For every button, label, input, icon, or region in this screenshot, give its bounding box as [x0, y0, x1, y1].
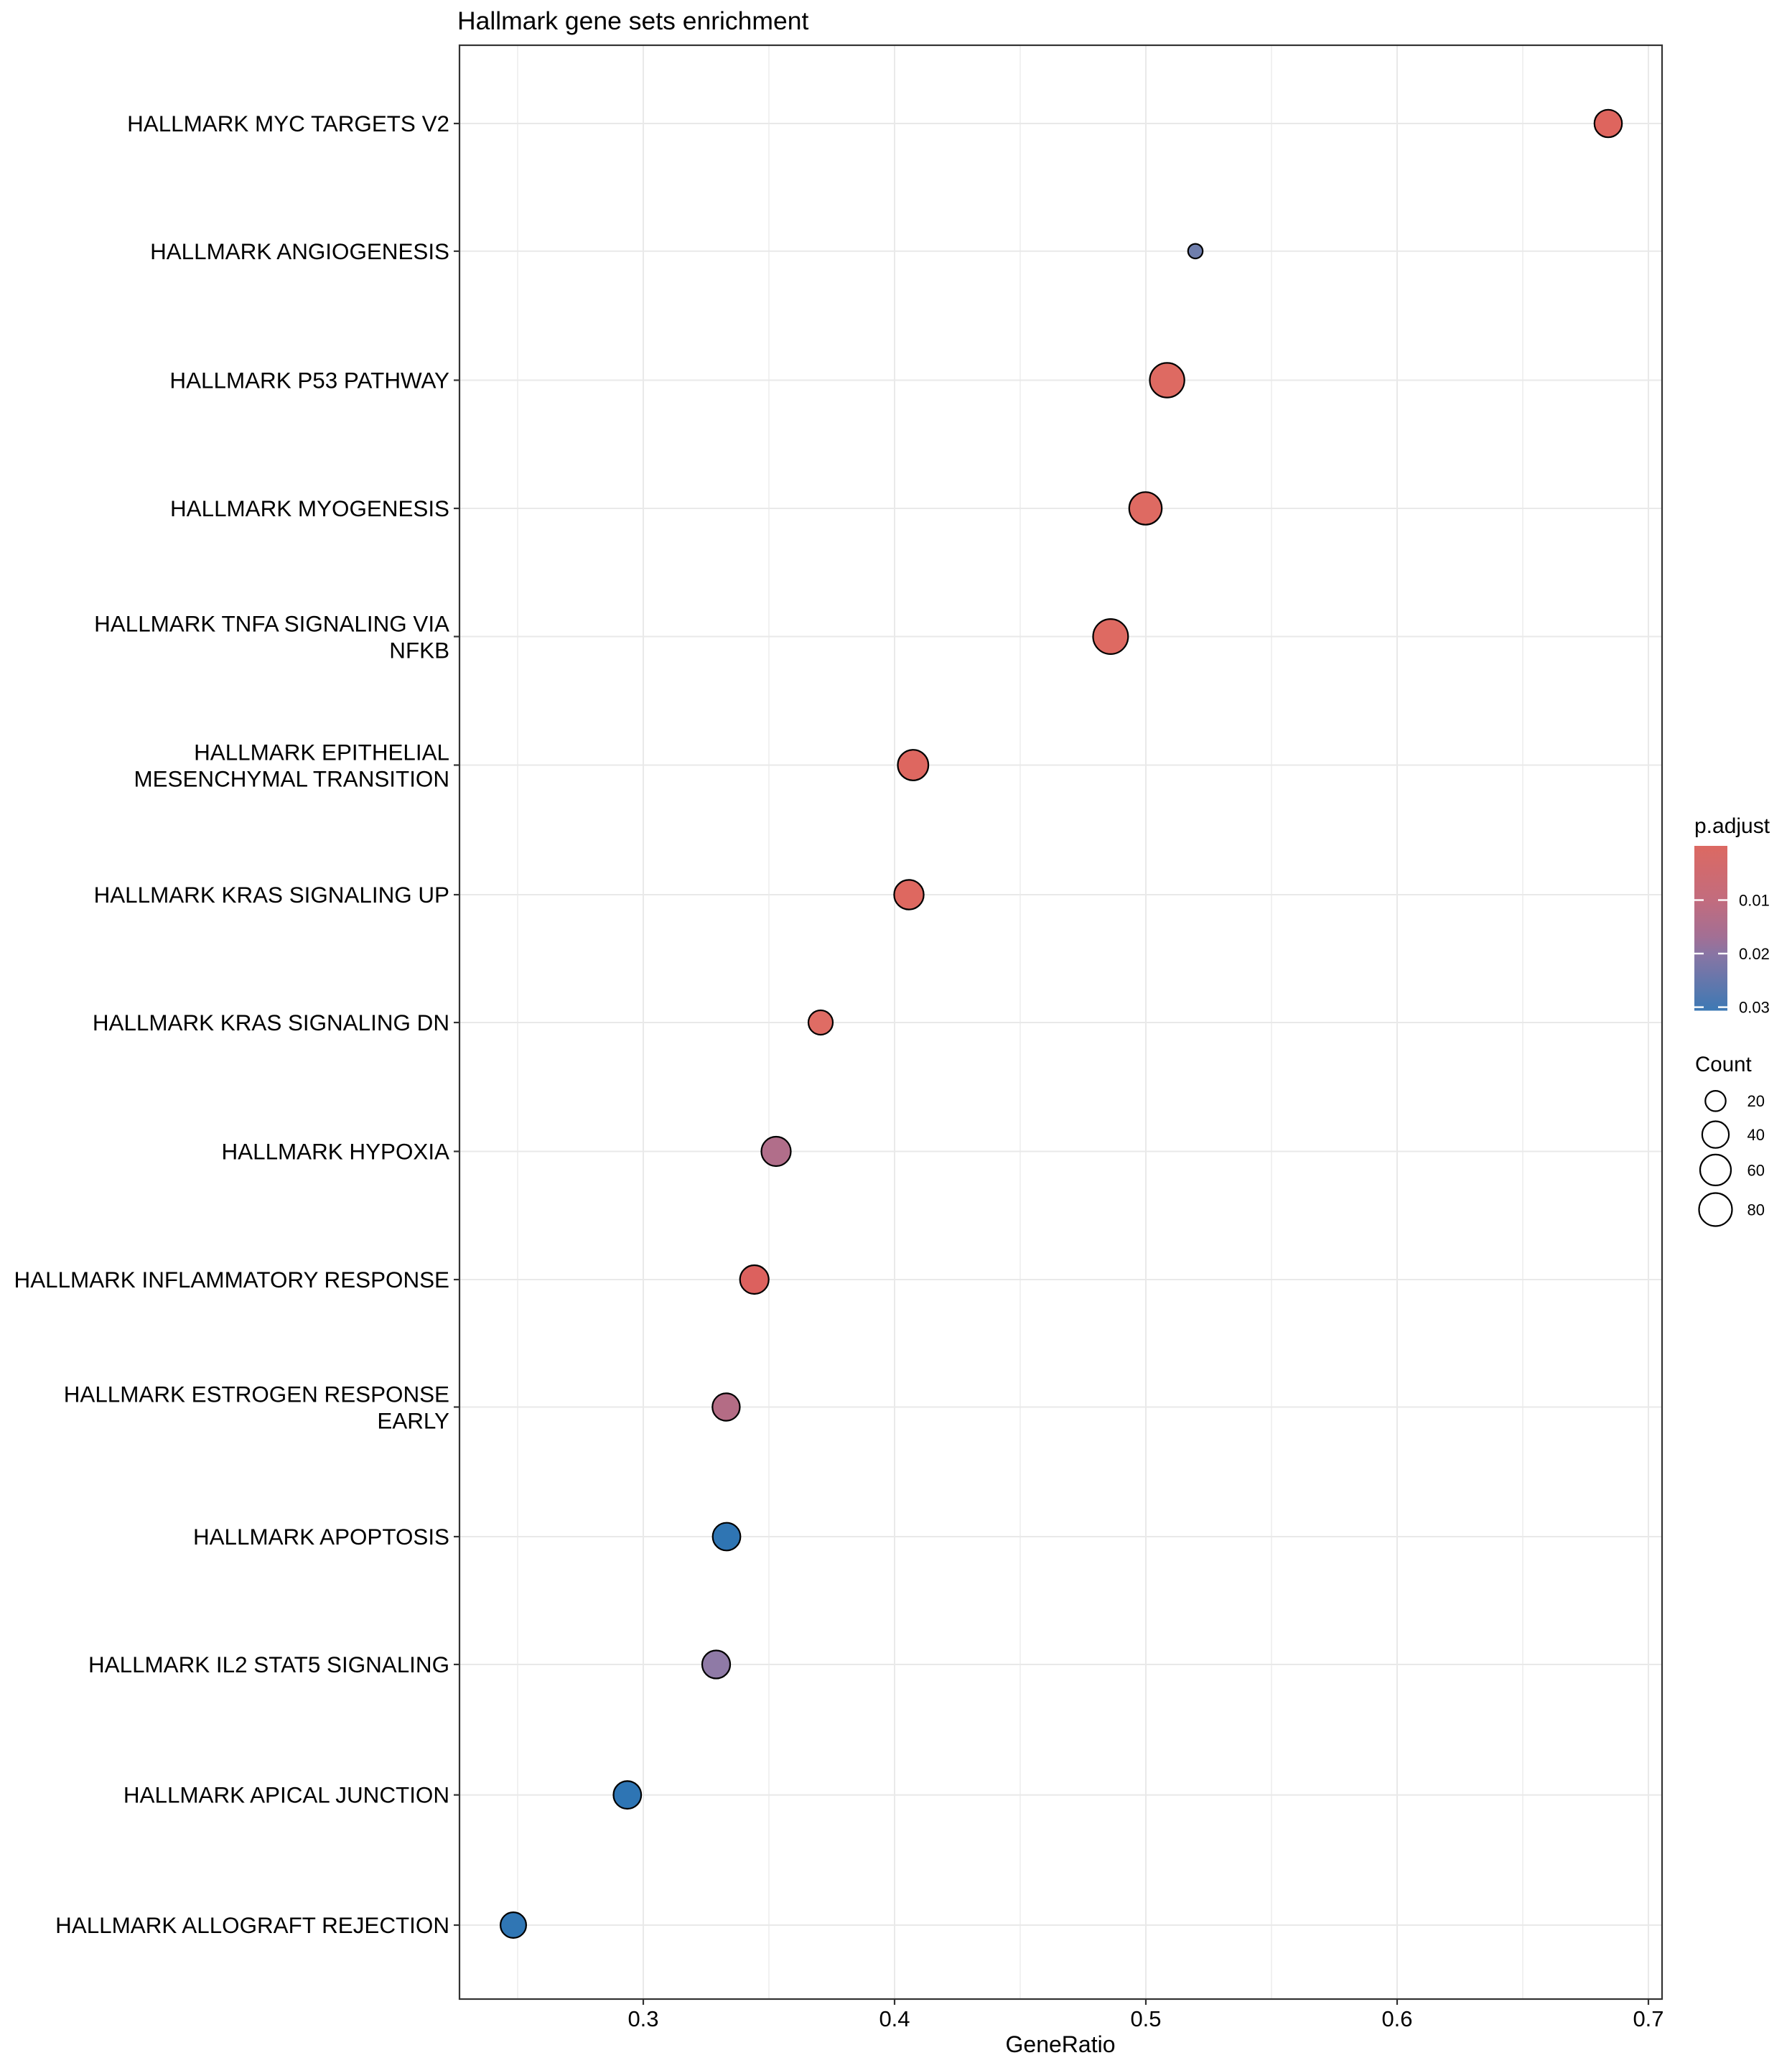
svg-text:NFKB: NFKB [389, 638, 449, 663]
svg-text:0.03: 0.03 [1739, 999, 1770, 1017]
svg-text:20: 20 [1747, 1092, 1765, 1110]
svg-text:60: 60 [1747, 1161, 1765, 1179]
svg-text:HALLMARK MYOGENESIS: HALLMARK MYOGENESIS [170, 496, 449, 521]
svg-text:MESENCHYMAL TRANSITION: MESENCHYMAL TRANSITION [134, 766, 449, 791]
svg-text:HALLMARK ALLOGRAFT REJECTION: HALLMARK ALLOGRAFT REJECTION [55, 1913, 449, 1938]
svg-text:HALLMARK KRAS SIGNALING DN: HALLMARK KRAS SIGNALING DN [93, 1010, 449, 1035]
svg-text:0.6: 0.6 [1381, 2006, 1412, 2031]
svg-text:Hallmark gene sets enrichment: Hallmark gene sets enrichment [457, 6, 808, 35]
svg-text:40: 40 [1747, 1126, 1765, 1144]
svg-text:HALLMARK TNFA SIGNALING VIA: HALLMARK TNFA SIGNALING VIA [94, 612, 449, 637]
svg-text:HALLMARK ESTROGEN RESPONSE: HALLMARK ESTROGEN RESPONSE [64, 1382, 449, 1407]
svg-text:HALLMARK APICAL JUNCTION: HALLMARK APICAL JUNCTION [123, 1783, 449, 1808]
svg-text:HALLMARK ANGIOGENESIS: HALLMARK ANGIOGENESIS [150, 239, 449, 264]
svg-text:p.adjust: p.adjust [1694, 814, 1770, 838]
svg-text:HALLMARK IL2 STAT5 SIGNALING: HALLMARK IL2 STAT5 SIGNALING [88, 1652, 449, 1677]
svg-text:HALLMARK P53 PATHWAY: HALLMARK P53 PATHWAY [169, 368, 449, 393]
svg-text:0.7: 0.7 [1633, 2006, 1663, 2031]
svg-text:HALLMARK APOPTOSIS: HALLMARK APOPTOSIS [193, 1524, 449, 1550]
svg-text:0.4: 0.4 [879, 2006, 910, 2031]
svg-text:HALLMARK MYC TARGETS V2: HALLMARK MYC TARGETS V2 [127, 111, 449, 136]
svg-text:80: 80 [1747, 1201, 1765, 1219]
svg-text:0.5: 0.5 [1130, 2006, 1161, 2031]
svg-text:Count: Count [1695, 1053, 1752, 1076]
svg-text:0.02: 0.02 [1739, 945, 1770, 963]
svg-text:GeneRatio: GeneRatio [1006, 2031, 1116, 2057]
svg-text:0.01: 0.01 [1739, 891, 1770, 909]
svg-text:HALLMARK INFLAMMATORY RESPONSE: HALLMARK INFLAMMATORY RESPONSE [14, 1267, 449, 1292]
svg-text:HALLMARK EPITHELIAL: HALLMARK EPITHELIAL [194, 740, 449, 765]
svg-text:HALLMARK KRAS SIGNALING UP: HALLMARK KRAS SIGNALING UP [94, 882, 449, 908]
svg-text:0.3: 0.3 [627, 2006, 658, 2031]
svg-text:HALLMARK HYPOXIA: HALLMARK HYPOXIA [222, 1140, 450, 1165]
svg-text:EARLY: EARLY [377, 1408, 449, 1433]
